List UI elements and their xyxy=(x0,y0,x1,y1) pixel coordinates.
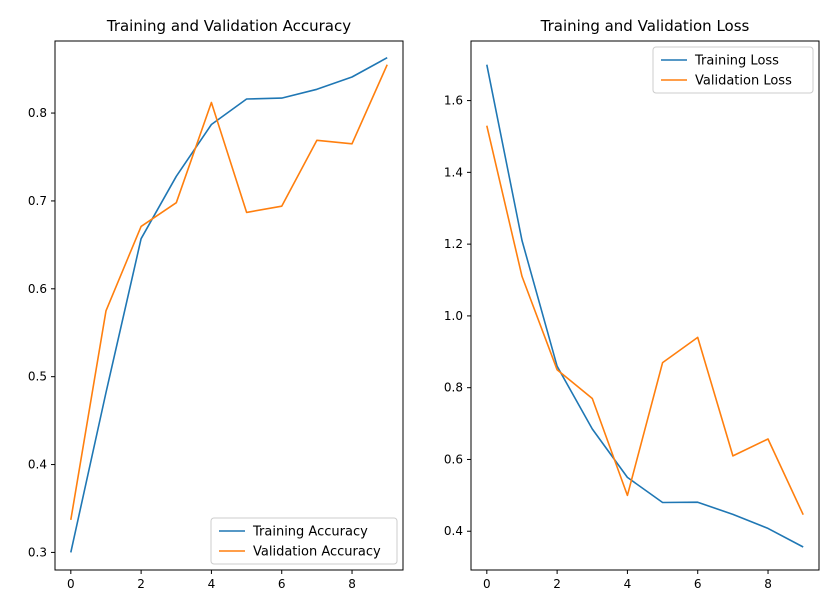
chart-1-legend-training-label: Training Accuracy xyxy=(252,525,368,540)
chart-2-legend-box xyxy=(652,46,814,94)
chart-2-title: Training and Validation Loss xyxy=(540,17,750,35)
chart-2-y-tick-label: 1.2 xyxy=(444,237,463,251)
chart-2-x-tick-label: 4 xyxy=(624,577,632,591)
chart-2-x-tick-label: 6 xyxy=(694,577,702,591)
chart-1-x-tick-label: 6 xyxy=(278,577,286,591)
chart-1-y-tick-label: 0.5 xyxy=(28,370,47,384)
chart-1-y-tick-label: 0.6 xyxy=(28,282,47,296)
chart-2-series-validation-line xyxy=(486,125,804,516)
chart-1-legend-validation-label: Validation Accuracy xyxy=(253,545,381,560)
chart-1-y-tick-label: 0.8 xyxy=(28,106,47,120)
chart-2-x-tick-label: 2 xyxy=(553,577,561,591)
chart-2-x-tick-label: 8 xyxy=(764,577,772,591)
chart-1-x-tick-label: 2 xyxy=(137,577,145,591)
chart-2-y-tick-label: 0.8 xyxy=(444,381,463,395)
chart-2-legend-validation-label: Validation Loss xyxy=(695,74,792,89)
chart-1-y-tick-label: 0.4 xyxy=(28,458,47,472)
chart-1-x-tick-label: 8 xyxy=(348,577,356,591)
chart-2-y-tick-label: 0.4 xyxy=(444,524,463,538)
chart-1-series-validation-line xyxy=(70,64,388,521)
chart-1-x-tick-label: 0 xyxy=(67,577,75,591)
chart-2-axes-frame xyxy=(470,40,820,571)
chart-2-legend: Training Loss Validation Loss xyxy=(652,46,814,94)
chart-2-x-tick-label: 0 xyxy=(483,577,491,591)
chart-2-y-tick-label: 1.6 xyxy=(444,94,463,108)
chart-2-series-training-line xyxy=(486,64,804,548)
chart-2: Training and Validation Loss 0 2 4 6 8 0.4 0.6 0… xyxy=(444,17,820,591)
chart-1-legend-box xyxy=(210,517,398,565)
chart-1-axes-frame xyxy=(54,40,404,571)
chart-1-series-training-line xyxy=(70,56,388,553)
chart-2-y-tick-label: 0.6 xyxy=(444,452,463,466)
chart-1-y-tick-label: 0.3 xyxy=(28,545,47,559)
chart-1-legend: Training Accuracy Validation Accuracy xyxy=(210,517,398,565)
chart-2-y-tick-label: 1.4 xyxy=(444,165,463,179)
chart-2-legend-training-label: Training Loss xyxy=(694,54,779,69)
chart-1-y-tick-label: 0.7 xyxy=(28,194,47,208)
chart-1: Training and Validation Accuracy 0 2 4 6 8 0.3… xyxy=(28,17,404,591)
chart-2-y-tick-label: 1.0 xyxy=(444,309,463,323)
chart-1-x-tick-label: 4 xyxy=(208,577,216,591)
chart-1-title: Training and Validation Accuracy xyxy=(106,17,351,35)
